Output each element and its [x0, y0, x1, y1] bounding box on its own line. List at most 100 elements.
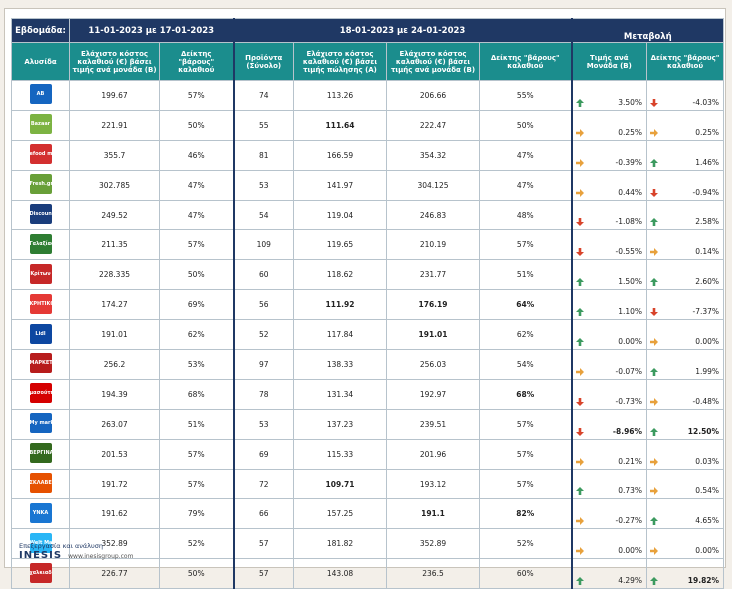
chain-logo: Discount Markt	[29, 204, 52, 224]
arrow-shape	[650, 128, 659, 137]
trend-arrow	[650, 457, 659, 466]
cell-text: 2.58%	[695, 217, 720, 227]
cell-text: 119.04	[326, 210, 354, 220]
value-cell: 137.23	[293, 408, 387, 440]
value-cell: 174.27	[69, 289, 160, 321]
value-cell: 221.91	[69, 109, 160, 141]
value-cell: 47%	[478, 139, 573, 171]
change-cell: -0.07%	[570, 349, 648, 380]
arrow-shape	[650, 367, 659, 376]
value-cell: 55	[232, 109, 294, 141]
chain-logo: ΥΝΚΑ	[29, 502, 52, 523]
arrow-shape	[650, 248, 659, 257]
value-cell: 141.97	[293, 169, 387, 201]
value-cell: 68%	[159, 378, 234, 410]
value-cell: 352.89	[386, 528, 480, 560]
trend-arrow	[575, 308, 584, 317]
trend-arrow	[575, 338, 584, 347]
trend-arrow	[650, 218, 659, 227]
value-cell: 66	[232, 498, 294, 530]
arrow-shape	[575, 397, 584, 406]
table-row: μασούτης 194.39 68% 78 131.34 192.97 68% -0.73%…	[11, 378, 725, 410]
url: www.inesisgroup.com	[68, 553, 134, 560]
trend-arrow	[650, 547, 659, 556]
cell-text: 111.92	[325, 300, 355, 310]
trend-arrow	[650, 338, 659, 347]
column-header: Δείκτης "βάρους" καλαθιού	[159, 42, 234, 81]
trend-arrow	[650, 427, 659, 436]
change-cell: 4.65%	[646, 498, 725, 530]
chain-cell: ΚΡΗΤΙΚΟΣ	[11, 289, 70, 321]
cell-text: 50%	[187, 569, 205, 579]
value-cell: 57%	[478, 229, 573, 261]
cell-text: -0.07%	[615, 366, 643, 376]
trend-arrow	[575, 547, 584, 556]
column-header: Ελάχιστο κόστος καλαθιού (€) βάσει τιμής…	[69, 42, 160, 81]
cell-text: 138.33	[326, 359, 354, 369]
chain-cell: Fresh.gr	[11, 169, 70, 201]
chain-logo: Γαλαξίας	[29, 233, 52, 254]
cell-text: 174.27	[101, 300, 128, 310]
trend-arrow	[650, 367, 659, 376]
arrow-shape	[650, 487, 659, 496]
cell-text: 57%	[187, 449, 205, 459]
value-cell: 201.53	[69, 438, 160, 470]
cell-text: -4.03%	[692, 97, 720, 107]
chain-logo: Welt Market	[29, 532, 52, 553]
cell-text: 69%	[187, 300, 205, 310]
table-row: Fresh.gr 302.785 47% 53 141.97 304.125 47% 0.44…	[11, 169, 725, 201]
cell-text: 50%	[187, 120, 205, 130]
arrow-shape	[650, 577, 659, 586]
cell-text: 52%	[187, 539, 205, 549]
value-cell: 52%	[159, 528, 234, 560]
cell-text: 228.335	[98, 270, 130, 280]
value-cell: 191.1	[386, 498, 480, 530]
trend-arrow	[575, 158, 584, 167]
table-row: ΒΕΡΓΙΝΑΣ 201.53 57% 69 115.33 201.96 57% 0.21% 0…	[11, 438, 725, 470]
value-cell: 211.35	[69, 229, 160, 261]
value-cell: 47%	[159, 199, 234, 231]
value-cell: 74	[232, 80, 294, 111]
change-cell: 2.58%	[646, 199, 725, 231]
value-cell: 47%	[159, 169, 234, 201]
cell-text: 143.08	[326, 569, 354, 579]
arrow-shape	[575, 487, 584, 496]
cell-text: 56	[258, 300, 269, 310]
chain-cell: Discount Markt	[11, 199, 70, 231]
value-cell: 226.77	[69, 558, 160, 589]
arrow-shape	[650, 278, 659, 287]
cell-text: 221.91	[101, 120, 128, 130]
column-header: Τιμής ανά Μονάδα (Β)	[570, 42, 648, 81]
column-header: Δείκτης "βάρους" καλαθιού	[646, 42, 725, 81]
change-cell: 0.54%	[646, 468, 725, 500]
chain-logo: ΣΚΛΑΒΕΝΙΤΗΣ	[29, 473, 52, 494]
value-cell: 79%	[159, 498, 234, 530]
change-cell: -8.96%	[570, 408, 648, 440]
value-cell: 193.12	[386, 468, 480, 500]
table-row: ΥΝΚΑ 191.62 79% 66 157.25 191.1 82% -0.27% 4.65%	[11, 498, 725, 530]
trend-arrow	[650, 397, 659, 406]
chain-logo: Bazaar	[29, 114, 52, 135]
value-cell: 191.62	[69, 498, 160, 530]
cell-text: 166.59	[326, 150, 354, 160]
trend-arrow	[575, 397, 584, 406]
cell-text: 0.00%	[695, 337, 720, 347]
cell-text: 47%	[516, 150, 534, 160]
chain-logo: Lidl	[29, 323, 52, 344]
value-cell: 206.66	[386, 80, 480, 111]
cell-text: 47%	[187, 180, 205, 190]
table-row: χαλκιαδάκης 226.77 50% 57 143.08 236.5 60% 4.29…	[11, 558, 725, 589]
cell-text: 57%	[187, 90, 205, 100]
cell-text: 113.26	[326, 90, 354, 100]
chain-cell: AB	[11, 80, 70, 111]
value-cell: 263.07	[69, 408, 160, 440]
table-row: Discount Markt 249.52 47% 54 119.04 246.83 48%…	[11, 199, 725, 231]
table-row: Welt Market 352.89 52% 57 181.82 352.89 52% 0.0…	[11, 528, 725, 560]
chain-cell: ΒΕΡΓΙΝΑΣ	[11, 438, 70, 470]
cell-text: 201.53	[101, 449, 128, 459]
change-cell: 0.00%	[570, 319, 648, 351]
arrow-shape	[575, 188, 584, 197]
value-cell: 228.335	[69, 259, 160, 291]
cell-text: -7.37%	[692, 307, 720, 317]
cell-text: 117.84	[326, 330, 354, 340]
